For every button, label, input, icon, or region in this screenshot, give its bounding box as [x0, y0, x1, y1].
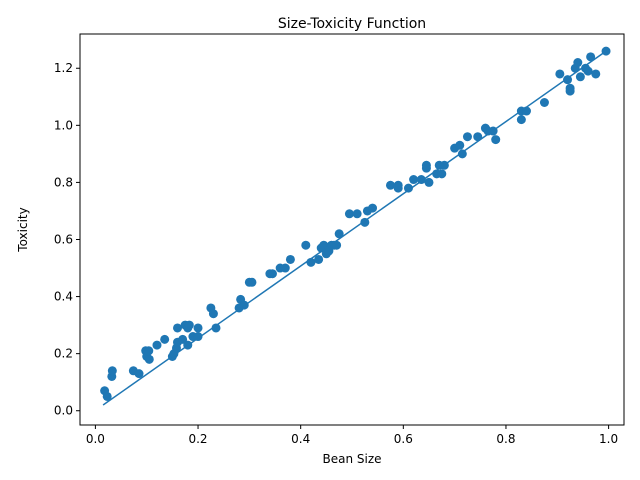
y-tick-label: 0.4 — [54, 290, 73, 304]
data-point — [144, 354, 154, 364]
fit-line — [102, 50, 607, 406]
y-tick-label: 0.8 — [54, 175, 73, 189]
data-point — [565, 86, 575, 96]
x-axis-label: Bean Size — [322, 452, 381, 466]
x-tick-label: 0.8 — [496, 432, 515, 446]
x-tick-label: 0.2 — [188, 432, 207, 446]
data-point — [144, 346, 154, 356]
plot-layer — [100, 46, 611, 406]
data-point — [555, 69, 565, 79]
data-point — [184, 320, 194, 330]
y-axis: 0.0 0.2 0.4 0.6 0.8 1.0 1.2 — [54, 61, 80, 418]
data-point — [539, 98, 549, 107]
data-point — [344, 209, 354, 219]
data-point — [285, 254, 295, 264]
data-point — [457, 149, 467, 159]
data-point — [193, 332, 203, 342]
data-point — [421, 160, 431, 170]
y-tick-label: 1.2 — [54, 61, 73, 75]
data-point — [134, 369, 144, 379]
data-point — [267, 269, 277, 279]
y-tick-label: 1.0 — [54, 118, 73, 132]
data-point — [160, 334, 170, 344]
x-tick-label: 0.4 — [291, 432, 310, 446]
data-point — [516, 115, 526, 125]
data-point — [173, 323, 183, 333]
data-point — [586, 52, 596, 62]
x-tick-label: 0.0 — [86, 432, 105, 446]
data-point — [352, 209, 362, 219]
data-point — [193, 323, 203, 333]
data-point — [107, 366, 117, 376]
x-tick-label: 0.6 — [394, 432, 413, 446]
data-point — [575, 72, 585, 82]
data-point — [591, 69, 601, 79]
data-point — [334, 229, 344, 239]
axes-frame — [79, 33, 625, 426]
y-tick-label: 0.2 — [54, 347, 73, 361]
data-point — [102, 391, 112, 401]
data-point — [280, 263, 290, 273]
data-point — [462, 132, 472, 142]
data-point — [403, 183, 413, 193]
data-point — [211, 323, 221, 333]
data-point — [247, 277, 257, 287]
data-point — [437, 169, 447, 179]
data-point — [409, 175, 419, 185]
data-point — [583, 66, 593, 76]
data-point — [178, 334, 188, 344]
x-tick-label: 1.0 — [599, 432, 618, 446]
data-point — [573, 58, 583, 68]
y-tick-label: 0.6 — [54, 232, 73, 246]
data-point — [368, 203, 378, 213]
chart-title: Size-Toxicity Function — [278, 16, 426, 32]
data-point — [491, 135, 501, 145]
data-point — [208, 309, 218, 319]
data-point — [152, 340, 162, 350]
x-axis: 0.0 0.2 0.4 0.6 0.8 1.0 — [86, 425, 618, 446]
data-point — [301, 240, 311, 250]
data-point — [385, 180, 395, 190]
data-point — [314, 254, 324, 264]
y-tick-label: 0.0 — [54, 404, 73, 418]
y-axis-label: Toxicity — [16, 207, 30, 252]
data-point — [393, 183, 403, 193]
data-point — [424, 177, 434, 187]
data-point — [455, 140, 465, 150]
